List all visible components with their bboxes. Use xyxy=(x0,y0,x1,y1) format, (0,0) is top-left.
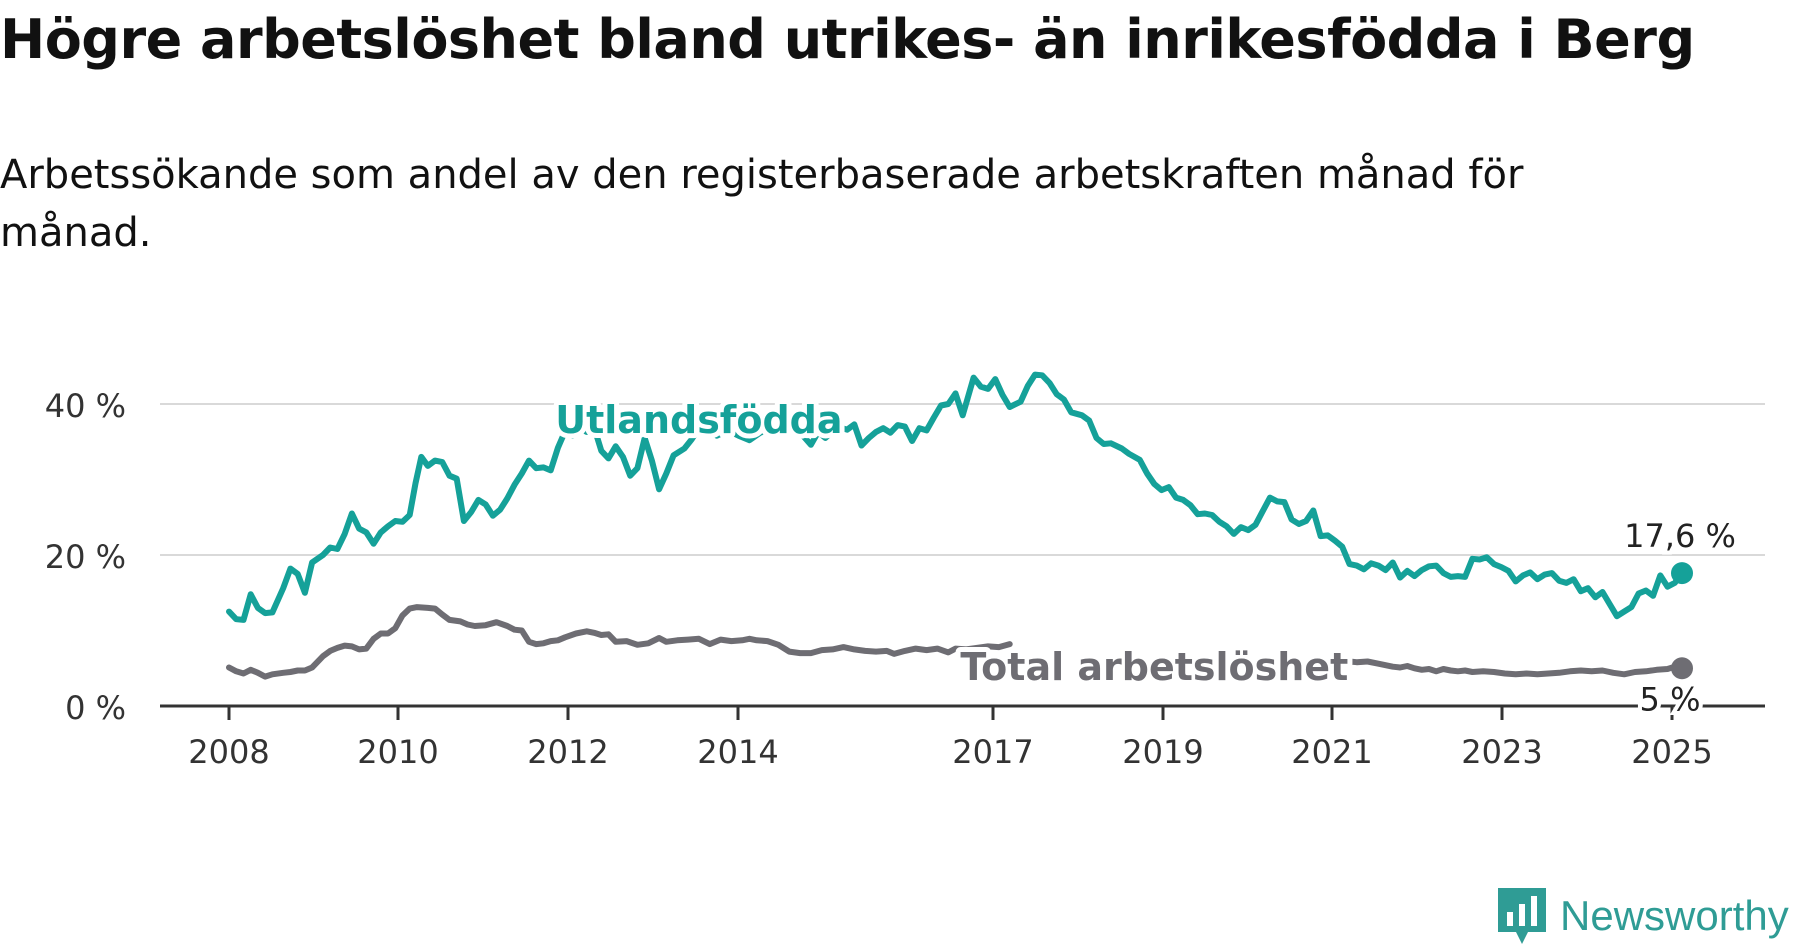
x-axis: 2008 2010 2012 2014 2017 2019 2021 2023 2025 xyxy=(160,704,1765,771)
y-tick-label: 0 % xyxy=(65,689,126,727)
gridlines xyxy=(160,403,1765,556)
series-line-total xyxy=(226,604,1013,680)
x-tick-label: 2019 xyxy=(1122,733,1203,771)
y-tick-label: 40 % xyxy=(45,387,126,425)
x-tick-label: 2010 xyxy=(357,733,438,771)
chart-title: Högre arbetslöshet bland utrikes- än inr… xyxy=(0,8,1695,71)
y-axis: 0 % 20 % 40 % xyxy=(45,387,126,727)
x-tick-label: 2014 xyxy=(697,733,778,771)
chart-subtitle: Arbetssökande som andel av den registerb… xyxy=(0,152,1524,256)
x-tick-label: 2012 xyxy=(527,733,608,771)
series-lines xyxy=(226,371,1693,680)
newsworthy-logo: Newsworthy xyxy=(1498,886,1789,946)
end-value-label: 17,6 % xyxy=(1624,517,1736,555)
x-tick-label: 2023 xyxy=(1461,733,1542,771)
x-tick-label: 2021 xyxy=(1291,733,1372,771)
x-tick-label: 2017 xyxy=(952,733,1033,771)
newsworthy-bar-chart-icon xyxy=(1498,888,1546,944)
series-label: Total arbetslöshet xyxy=(960,645,1348,689)
end-value-label: 5 % xyxy=(1640,680,1701,718)
x-tick-label: 2008 xyxy=(188,733,269,771)
series-labels: Utlandsfödda 17,6 % Total arbetslöshet 5 % xyxy=(550,393,1740,722)
series-line-total-tail xyxy=(1335,658,1685,678)
end-point-utlandsfodda xyxy=(1671,562,1693,585)
y-tick-label: 20 % xyxy=(45,538,126,576)
series-line-utlandsfodda xyxy=(226,371,1685,623)
brand-name: Newsworthy xyxy=(1560,892,1789,939)
end-point-total xyxy=(1671,657,1693,680)
x-tick-label: 2025 xyxy=(1631,733,1712,771)
series-label: Utlandsfödda xyxy=(555,398,842,442)
